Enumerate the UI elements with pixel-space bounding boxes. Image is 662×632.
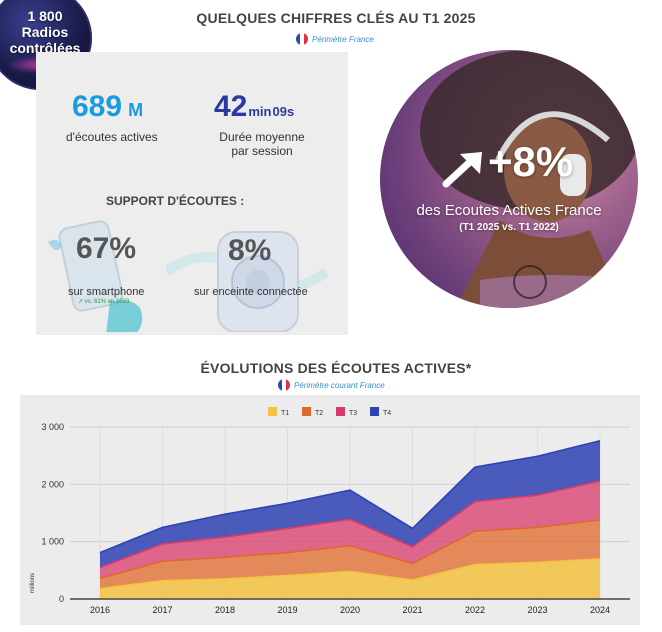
trend-up-arrow-icon [442, 152, 482, 188]
badge-text: 1 800 Radios contrôlées [0, 8, 92, 56]
woman-illustration [420, 50, 638, 308]
smartphone-illustration [48, 220, 143, 332]
duration-figure: 42 min 09s [214, 90, 294, 124]
x-tick-label: 2019 [277, 605, 297, 615]
france-flag-icon [296, 33, 308, 45]
legend-label-T1: T1 [281, 410, 289, 417]
header-scope-text: Périmètre France [312, 34, 374, 44]
y-tick-label: 1 000 [41, 537, 64, 547]
x-tick-label: 2022 [465, 605, 485, 615]
duration-seconds: 09s [272, 104, 295, 119]
area-series-T1 [100, 558, 600, 599]
x-tick-label: 2017 [152, 605, 172, 615]
legend-label-T2: T2 [315, 410, 323, 417]
x-tick-label: 2023 [527, 605, 547, 615]
stacked-area-chart: 0 1 000 2 000 3 000 2016 2017 2018 2019 2020 2021… [30, 407, 630, 615]
area-series-T3 [100, 480, 600, 579]
legend-label-T3: T3 [349, 410, 357, 417]
speaker-percent: 8% [228, 234, 272, 267]
legend-swatch-T1 [268, 407, 277, 416]
listens-label: d'écoutes actives [66, 130, 158, 144]
france-flag-icon [278, 379, 290, 391]
smartphone-label: sur smartphone [68, 286, 145, 298]
chart-scope: Périmètre courant France [278, 379, 385, 391]
x-tick-label: 2021 [402, 605, 422, 615]
line-series-T4 [99, 439, 601, 554]
badge-line-1: 1 800 [27, 8, 63, 24]
page-title: QUELQUES CHIFFRES CLÉS AU T1 2025 [196, 10, 476, 26]
highlight-note: (T1 2025 vs. T1 2022) [459, 222, 559, 233]
duration-label: Durée moyenne par session [206, 130, 318, 158]
speaker-label: sur enceinte connectée [194, 286, 308, 298]
chart-panel: 0 1 000 2 000 3 000 2016 2017 2018 2019 2020 2021… [20, 395, 640, 625]
chart-title: ÉVOLUTIONS DES ÉCOUTES ACTIVES* [200, 360, 472, 376]
line-series-T2 [99, 519, 601, 580]
badge-line-2: Radios [21, 24, 69, 40]
area-series-T4 [100, 440, 600, 568]
legend-swatch-T4 [370, 407, 379, 416]
line-series-T1 [99, 558, 601, 590]
listens-value: 689 [72, 90, 123, 123]
duration-minutes: 42 [214, 90, 248, 123]
support-title: SUPPORT D'ÉCOUTES : [106, 194, 245, 208]
y-tick-label: 3 000 [41, 422, 64, 432]
legend-swatch-T2 [302, 407, 311, 416]
x-tick-label: 2020 [340, 605, 360, 615]
legend-label-T4: T4 [383, 410, 391, 417]
y-axis-label: millions [30, 573, 36, 593]
x-tick-label: 2018 [215, 605, 235, 615]
smartphone-note: ↗ vs. 61% en 2023 [78, 299, 130, 305]
stats-panel: 689 M d'écoutes actives 42 min 09s Durée… [36, 52, 348, 335]
highlight-circle: +8% des Ecoutes Actives France (T1 2025 … [380, 50, 638, 308]
x-tick-label: 2024 [590, 605, 610, 615]
listens-unit: M [128, 100, 144, 120]
duration-minutes-unit: min [248, 104, 272, 119]
chart-scope-text: Périmètre courant France [294, 380, 385, 390]
duration-label-1: Durée moyenne [219, 130, 305, 144]
listens-figure: 689 M [72, 90, 143, 124]
highlight-label: des Ecoutes Actives France [416, 202, 602, 219]
area-series-T2 [100, 519, 600, 589]
y-tick-label: 0 [59, 594, 64, 604]
legend-swatch-T3 [336, 407, 345, 416]
speaker-illustration [166, 231, 329, 332]
header-scope: Périmètre France [296, 33, 374, 45]
duration-label-2: par session [231, 144, 293, 158]
x-tick-label: 2016 [90, 605, 110, 615]
smartphone-percent: 67% [76, 232, 137, 265]
highlight-value: +8% [488, 138, 574, 185]
line-series-T3 [99, 480, 601, 569]
y-tick-label: 2 000 [41, 479, 64, 489]
